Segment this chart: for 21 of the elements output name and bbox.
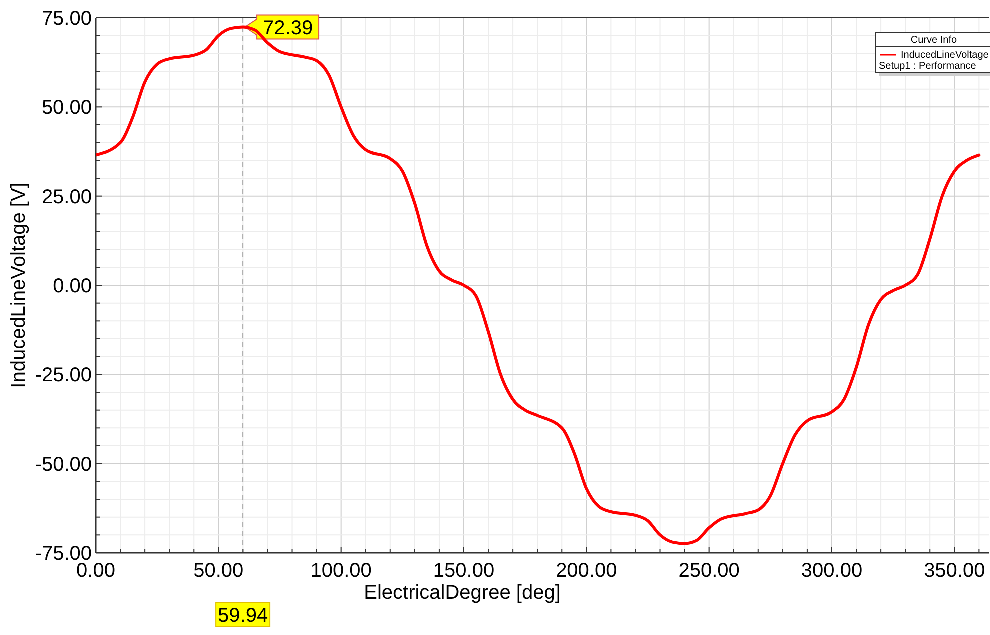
annotation: 72.39 <box>263 17 314 40</box>
x-tick-label: 100.00 <box>310 560 372 582</box>
legend-label: InducedLineVoltage <box>901 50 990 61</box>
ref-line-label: 59.94 <box>218 605 268 627</box>
x-tick-label: 0.00 <box>76 560 116 582</box>
x-tick-label: 350.00 <box>924 560 986 582</box>
y-tick-label: -50.00 <box>35 454 92 476</box>
x-axis-title: ElectricalDegree [deg] <box>364 582 561 604</box>
legend-title: Curve Info <box>910 35 958 46</box>
x-tick-label: 300.00 <box>801 560 863 582</box>
y-tick-label: -25.00 <box>35 364 92 387</box>
y-axis-title: InducedLineVoltage [V] <box>8 182 30 388</box>
y-tick-label: 25.00 <box>42 186 92 208</box>
y-tick-label: 50.00 <box>42 97 92 120</box>
annotation: Setup1 : Performance <box>879 61 977 72</box>
y-tick-label: 75.00 <box>42 8 92 30</box>
x-tick-label: 250.00 <box>678 560 740 582</box>
x-tick-label: 200.00 <box>556 560 618 582</box>
x-tick-label: 150.00 <box>433 560 495 582</box>
y-tick-label: 0.00 <box>53 276 92 298</box>
x-tick-label: 50.00 <box>194 560 244 582</box>
